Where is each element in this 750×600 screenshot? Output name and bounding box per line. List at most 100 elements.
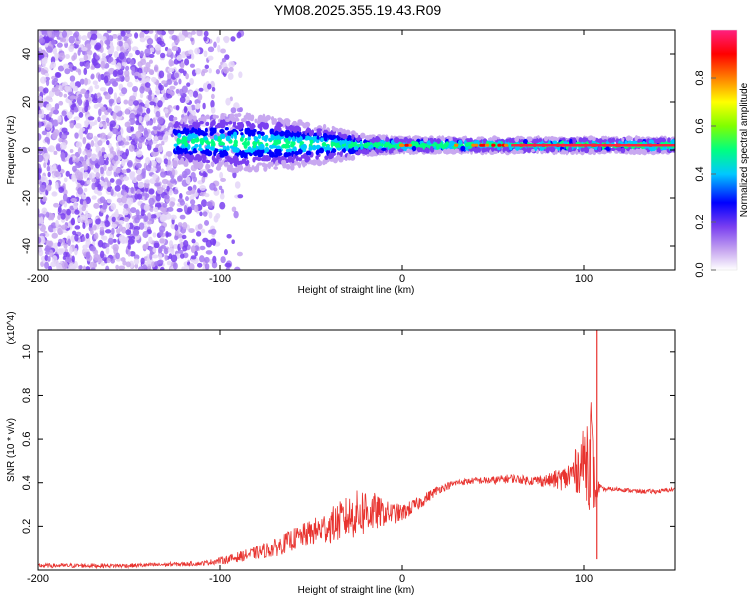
spectrogram-band-mark <box>177 159 182 165</box>
spectrogram-speck <box>146 107 151 114</box>
spectrogram-speck <box>201 199 207 208</box>
spectrogram-band-mark <box>236 112 242 117</box>
spectrogram-band-mark <box>197 161 203 167</box>
spectrogram-band-mark <box>184 147 188 153</box>
spectrogram-speck <box>65 170 70 177</box>
spectrogram-band-mark <box>271 145 277 149</box>
spectrogram-speck <box>159 238 165 244</box>
spectrogram-speck <box>91 195 97 200</box>
spectrogram-speck <box>121 169 127 174</box>
spectrogram-speck <box>143 30 150 35</box>
spectrogram-speck <box>220 177 226 182</box>
spectrogram-speck <box>146 38 154 45</box>
spectrogram-speck <box>79 78 85 85</box>
spectrogram-speck <box>38 99 44 108</box>
spectrogram-speck <box>91 178 97 183</box>
spectrogram-speck <box>134 32 139 39</box>
spectrogram-band-mark <box>347 157 352 161</box>
spectrogram-speck <box>44 156 49 164</box>
x-tick-label: -200 <box>27 273 49 285</box>
spectrogram-band-mark <box>523 138 529 145</box>
spectrogram-band-mark <box>393 150 397 154</box>
y-tick-label: 0.8 <box>21 388 33 403</box>
spectrogram-speck <box>211 261 218 269</box>
spectrogram-speck <box>99 73 105 81</box>
spectrogram-band-mark <box>667 137 671 143</box>
spectrogram-speck <box>45 124 51 131</box>
spectrogram-band-mark <box>642 148 646 155</box>
spectrogram-speck <box>54 52 60 61</box>
spectrogram-speck <box>125 261 131 268</box>
y-tick-label: -40 <box>21 238 33 254</box>
spectrogram-speck <box>74 247 78 256</box>
spectrogram-speck <box>98 108 102 117</box>
y-tick-label: 1.0 <box>21 344 33 359</box>
spectrogram-speck <box>126 32 133 38</box>
spectrogram-band-mark <box>309 145 312 152</box>
spectrogram-band-mark <box>251 165 255 170</box>
spectrogram-speck <box>215 68 221 75</box>
spectrogram-speck <box>64 68 71 75</box>
snr-frame <box>37 329 676 571</box>
spectrogram-band-mark <box>297 162 302 169</box>
spectrogram-band-mark <box>320 137 325 142</box>
spectrogram-band-mark <box>441 144 446 150</box>
spectrogram-band-mark <box>464 142 470 147</box>
spectrogram-band-mark <box>263 116 269 123</box>
spectrogram-band-mark <box>209 146 216 151</box>
spectrogram-speck <box>101 235 108 241</box>
spectrogram-speck <box>79 156 84 162</box>
spectrogram-band-mark <box>383 134 386 141</box>
spectrogram-speck <box>148 197 155 206</box>
spectrogram-speck <box>93 232 99 240</box>
spectrogram-speck <box>129 112 136 121</box>
spectrogram-speck <box>159 214 166 223</box>
spectrogram-speck <box>116 62 122 70</box>
spectrogram-speck <box>38 154 44 163</box>
spectrogram-speck <box>212 255 217 264</box>
spectrogram-speck <box>70 197 77 203</box>
spectrogram-band-mark <box>265 157 269 162</box>
spectrogram-speck <box>207 168 214 174</box>
spectrogram-band-mark <box>430 137 434 144</box>
spectrogram-speck <box>70 217 75 226</box>
spectrogram-band-mark <box>436 149 443 155</box>
spectrogram-band-mark <box>311 159 318 166</box>
spectrogram-speck <box>38 236 42 244</box>
spectrogram-speck <box>124 121 131 128</box>
spectrogram-band-mark <box>183 161 189 167</box>
y-tick-label: 0 <box>21 147 33 153</box>
spectrogram-band-mark <box>261 135 266 141</box>
spectrogram-speck <box>101 114 107 121</box>
spectrogram-band-mark <box>281 131 287 136</box>
x-tick-label: 100 <box>575 573 593 585</box>
spectrogram-band-mark <box>199 138 205 142</box>
spectrogram-speck <box>104 159 109 166</box>
spectrogram-speck <box>152 247 157 253</box>
spectrogram-speck <box>53 30 60 38</box>
spectrogram-speck <box>82 150 86 156</box>
spectrogram-band-mark <box>601 149 607 153</box>
spectrogram-band-mark <box>631 149 636 154</box>
spectrogram-band-mark <box>184 153 191 159</box>
spectrogram-speck <box>176 55 183 61</box>
spectrogram-speck <box>82 137 87 145</box>
spectrogram-speck <box>112 111 117 120</box>
spectrogram-band-mark <box>187 115 193 121</box>
spectrogram-speck <box>63 93 68 98</box>
spectrogram-speck <box>158 248 162 255</box>
spectrogram-speck <box>130 186 135 194</box>
spectrogram-speck <box>62 193 68 202</box>
spectrogram-speck <box>38 133 42 141</box>
spectrogram-speck <box>158 84 164 91</box>
spectrogram-speck <box>84 121 89 128</box>
spectrogram-speck <box>190 53 195 60</box>
y-tick-label: 0.6 <box>21 431 33 446</box>
spectrogram-speck <box>190 245 196 254</box>
snr-series-line <box>38 402 675 570</box>
snr-axes: -200 -100 0 100 0.2 0.4 0.6 0.8 1.0 <box>21 330 675 585</box>
spectrogram-speck <box>234 266 241 270</box>
spectrogram-band-mark <box>634 136 638 142</box>
spectrogram-band-mark <box>624 140 628 145</box>
spectrogram-speck <box>186 82 191 87</box>
